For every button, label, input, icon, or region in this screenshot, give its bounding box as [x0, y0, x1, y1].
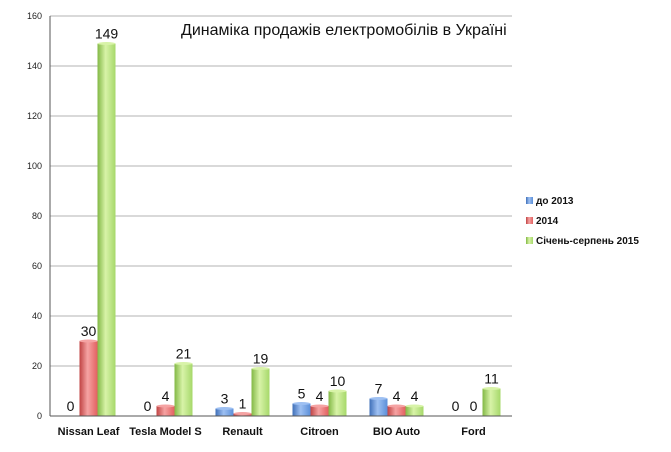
data-label: 7: [375, 381, 383, 397]
bar-top: [387, 404, 406, 408]
y-tick-label: 100: [27, 161, 42, 171]
data-label: 149: [95, 26, 119, 42]
bar-top: [369, 397, 388, 400]
data-label: 3: [221, 391, 229, 407]
data-label: 4: [316, 388, 324, 404]
data-label: 19: [253, 351, 269, 367]
category-label: Nissan Leaf: [58, 426, 120, 438]
bar-top: [174, 362, 193, 365]
legend-label: 2014: [536, 216, 559, 227]
y-tick-label: 0: [37, 411, 42, 421]
data-label: 0: [67, 398, 75, 414]
bar: [251, 368, 270, 416]
data-label: 0: [470, 398, 478, 414]
data-label: 10: [330, 373, 346, 389]
data-label: 0: [144, 398, 152, 414]
data-label: 11: [484, 371, 499, 387]
bar-top: [215, 407, 234, 410]
category-label: Citroen: [300, 426, 339, 438]
bar-top: [97, 42, 116, 45]
category-label: Renault: [222, 426, 263, 438]
data-label: 4: [162, 388, 170, 404]
bar: [292, 403, 311, 416]
bar: [482, 388, 501, 416]
chart-title: Динаміка продажів електромобілів в Украї…: [181, 22, 507, 39]
y-tick-label: 140: [27, 61, 42, 71]
bar: [328, 391, 347, 416]
legend-swatch: [526, 237, 533, 244]
y-tick-label: 20: [32, 361, 42, 371]
bar-top: [79, 339, 98, 343]
bar-top: [292, 402, 311, 405]
bar-top: [482, 387, 501, 390]
bar: [79, 341, 98, 416]
bar: [174, 363, 193, 416]
bar-top: [405, 404, 424, 408]
bar: [215, 408, 234, 416]
bar-top: [233, 412, 252, 415]
data-label: 21: [176, 346, 192, 362]
data-label: 5: [298, 386, 306, 402]
bar: [310, 406, 329, 416]
bar: [405, 406, 424, 416]
data-label: 4: [411, 388, 419, 404]
y-tick-label: 80: [32, 211, 42, 221]
legend-label: до 2013: [536, 196, 574, 207]
bar-top: [156, 404, 175, 408]
bar-top: [310, 404, 329, 408]
data-label: 30: [81, 323, 97, 339]
bar-top: [328, 389, 347, 393]
bar-top: [251, 367, 270, 370]
legend-swatch: [526, 217, 533, 224]
bar: [387, 406, 406, 416]
y-tick-label: 40: [32, 311, 42, 321]
legend-swatch: [526, 197, 533, 204]
y-tick-label: 120: [27, 111, 42, 121]
legend-label: Січень-серпень 2015: [536, 236, 639, 247]
data-label: 4: [393, 388, 401, 404]
data-label: 0: [452, 398, 460, 414]
y-tick-label: 60: [32, 261, 42, 271]
category-label: Tesla Model S: [129, 426, 202, 438]
bar: [97, 43, 116, 416]
bar: [156, 406, 175, 416]
category-label: BIO Auto: [373, 426, 421, 438]
bar: [369, 398, 388, 416]
data-label: 1: [239, 396, 247, 412]
y-tick-label: 160: [27, 11, 42, 21]
category-label: Ford: [461, 426, 485, 438]
